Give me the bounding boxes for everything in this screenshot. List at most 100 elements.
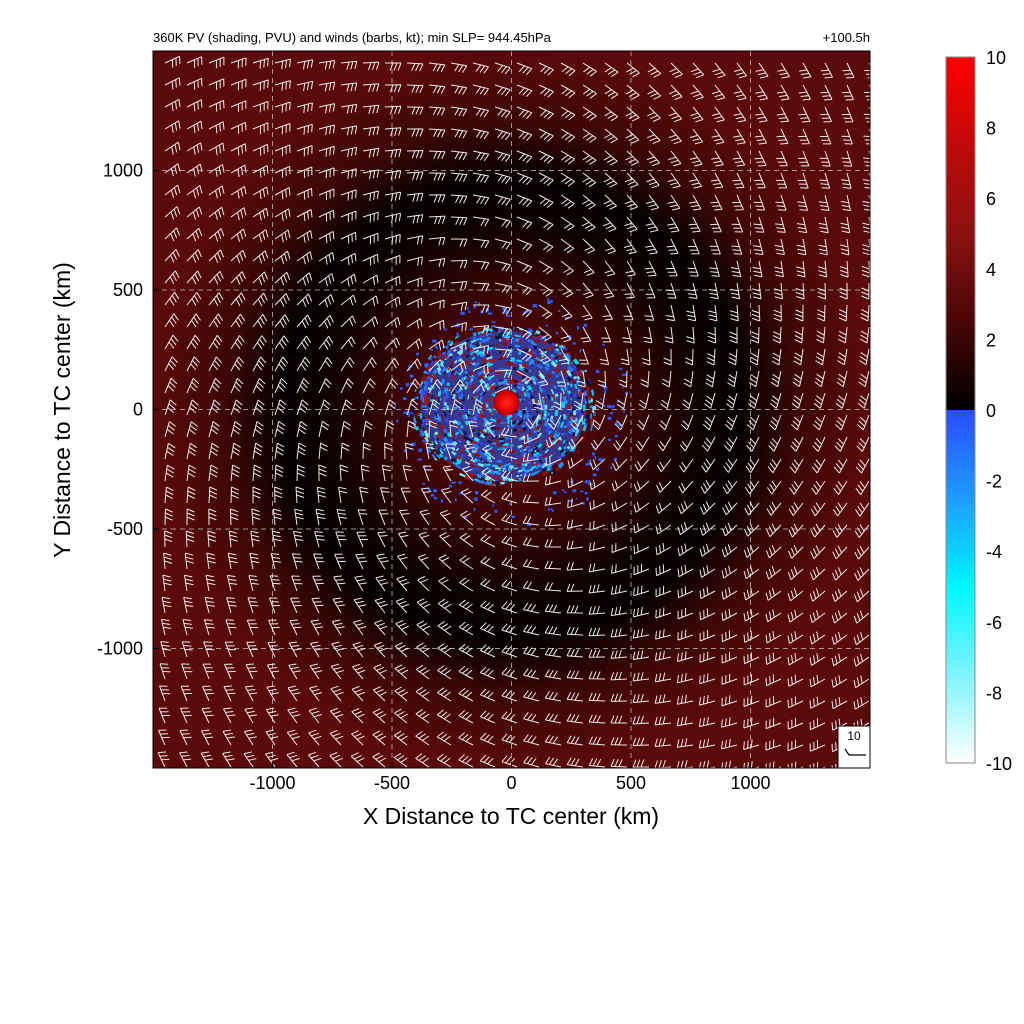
pv-speckle: [474, 367, 477, 370]
wind-barb: [162, 574, 172, 592]
pv-speckle: [531, 398, 536, 405]
pv-speckle: [550, 415, 554, 420]
wind-barb: [754, 150, 767, 167]
pv-speckle: [452, 440, 458, 446]
wind-barb: [373, 641, 388, 658]
wind-barb: [817, 282, 826, 300]
wind-barb: [186, 142, 203, 155]
pv-speckle: [529, 361, 533, 365]
pv-speckle: [467, 394, 470, 400]
wind-barb: [573, 392, 584, 410]
wind-barb: [566, 691, 584, 702]
wind-barb: [664, 326, 674, 344]
pv-speckle: [526, 376, 533, 383]
wind-barb: [501, 448, 518, 460]
wind-barb: [265, 729, 279, 746]
wind-barb: [472, 106, 490, 118]
pv-speckle: [513, 383, 517, 388]
pv-core-maximum: [493, 389, 520, 416]
colorbar-tick-label: -6: [986, 613, 1002, 633]
pv-speckle: [504, 363, 508, 366]
pv-speckle: [427, 488, 431, 491]
pv-speckle: [459, 361, 463, 364]
pv-speckle: [431, 394, 433, 400]
pv-speckle: [545, 324, 548, 327]
wind-barb: [164, 442, 176, 460]
wind-barb: [163, 552, 173, 570]
wind-barb: [296, 378, 310, 394]
wind-barb: [604, 84, 619, 100]
pv-speckle: [419, 429, 423, 433]
wind-barb: [340, 210, 357, 223]
wind-barb: [494, 172, 511, 185]
wind-barb: [208, 185, 225, 199]
pv-speckle: [443, 396, 446, 403]
colorbar-tick-label: 0: [986, 401, 996, 421]
pv-speckle: [428, 402, 431, 408]
pv-speckle: [570, 361, 574, 365]
wind-barb: [657, 436, 672, 452]
pv-speckle: [447, 340, 451, 344]
pv-speckle: [538, 459, 543, 464]
colorbar-positive: [946, 57, 975, 410]
wind-barb: [544, 712, 562, 724]
pv-speckle: [532, 380, 537, 385]
wind-barb: [776, 150, 788, 167]
pv-speckle: [556, 432, 561, 439]
pv-speckle: [537, 432, 543, 438]
wind-barb: [252, 79, 269, 91]
pv-speckle: [493, 385, 499, 391]
wind-barb: [647, 84, 662, 100]
wind-barb: [582, 238, 596, 254]
pv-speckle: [557, 461, 565, 469]
pv-speckle: [459, 425, 464, 429]
pv-speckle: [516, 359, 523, 363]
pv-speckle: [584, 480, 588, 484]
wind-barb: [286, 751, 300, 768]
wind-barb: [351, 685, 366, 702]
wind-barb: [183, 596, 194, 614]
wind-barb: [774, 238, 785, 256]
wind-barb: [799, 62, 812, 79]
wind-barb: [224, 663, 236, 680]
wind-barb: [632, 628, 650, 639]
wind-barb: [626, 62, 640, 78]
pv-speckle: [582, 404, 586, 411]
wind-barb: [841, 128, 853, 145]
wind-barb: [560, 128, 576, 143]
pv-speckle: [552, 469, 557, 474]
pv-speckle: [441, 397, 444, 402]
pv-speckle: [495, 427, 501, 430]
pv-speckle: [433, 496, 438, 500]
wind-barb: [701, 458, 716, 473]
wind-barb: [472, 128, 490, 140]
wind-barb: [686, 326, 695, 344]
pv-speckle: [439, 403, 442, 405]
wind-barb: [862, 172, 870, 189]
pv-speckle: [403, 449, 407, 453]
wind-barb: [208, 313, 224, 328]
wind-barb: [831, 631, 848, 645]
wind-barb: [853, 653, 870, 667]
wind-barb: [853, 610, 870, 624]
pv-speckle: [500, 421, 506, 424]
wind-barb: [655, 585, 672, 598]
pv-speckle: [411, 406, 415, 413]
pv-speckle: [486, 402, 488, 406]
wind-barb: [274, 486, 283, 504]
wind-barb: [859, 326, 870, 344]
pv-speckle: [506, 361, 512, 364]
wind-barb: [853, 632, 870, 646]
pv-speckle: [546, 393, 551, 400]
pv-speckle: [449, 342, 454, 347]
wind-barb: [501, 513, 518, 526]
wind-barb: [186, 270, 202, 285]
wind-barb: [251, 508, 261, 526]
pv-speckle: [484, 461, 488, 464]
wind-barb: [472, 194, 490, 205]
wind-barb: [208, 99, 225, 112]
pv-speckle: [471, 396, 474, 401]
wind-barb: [731, 238, 743, 255]
pv-speckle: [537, 427, 542, 433]
wind-barb: [230, 313, 246, 328]
